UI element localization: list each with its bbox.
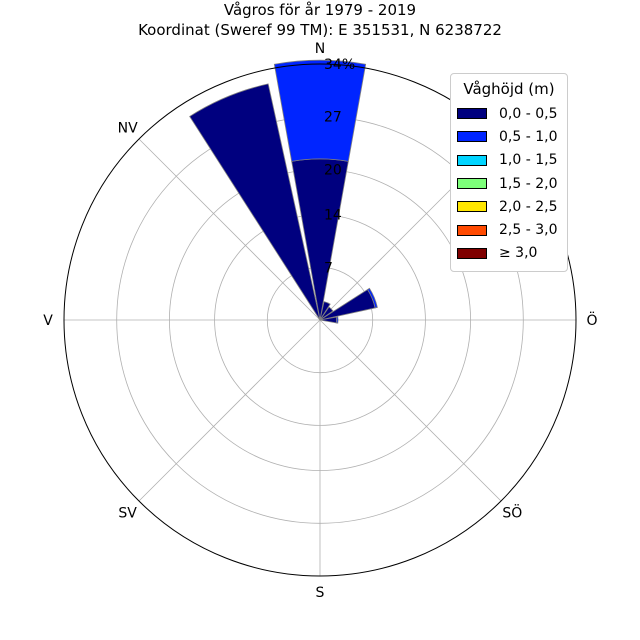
legend-swatch [457, 131, 487, 143]
legend-label: 1,5 - 2,0 [499, 175, 558, 192]
grid-spoke [138, 319, 321, 502]
direction-label: N [315, 41, 325, 57]
legend-swatch [457, 247, 487, 259]
radial-tick-label: 27 [324, 110, 342, 126]
chart-subtitle: Koordinat (Sweref 99 TM): E 351531, N 62… [138, 21, 502, 39]
direction-label: SÖ [502, 503, 522, 521]
rose-bar [189, 83, 321, 321]
radial-tick-label: 7 [324, 260, 333, 276]
legend-swatch [457, 108, 487, 120]
legend-swatch [457, 178, 487, 190]
legend-swatch [457, 224, 487, 236]
direction-label: Ö [586, 311, 597, 329]
legend-label: 2,5 - 3,0 [499, 222, 558, 239]
rose-bar [273, 59, 367, 162]
rose-bar [319, 306, 334, 321]
grid-spoke [319, 319, 502, 502]
legend-label: ≥ 3,0 [499, 245, 538, 262]
rose-bar [319, 301, 331, 321]
direction-label: SV [118, 505, 137, 521]
legend: Våghöjd (m) 0,0 - 0,5 0,5 - 1,0 1,0 - 1,5 1… [450, 73, 568, 273]
legend-title: Våghöjd (m) [463, 80, 555, 98]
legend-swatch [457, 154, 487, 166]
legend-entry: ≥ 3,0 [457, 242, 561, 265]
polar-frame [63, 63, 577, 577]
direction-label: NV [118, 121, 138, 137]
legend-entry: 2,5 - 3,0 [457, 218, 561, 241]
title-block: Vågros för år 1979 - 2019 Koordinat (Swe… [0, 0, 640, 40]
legend-entry: 0,0 - 0,5 [457, 102, 561, 125]
legend-label: 1,0 - 1,5 [499, 152, 558, 169]
legend-swatch [457, 201, 487, 213]
legend-entries: 0,0 - 0,5 0,5 - 1,0 1,0 - 1,5 1,5 - 2,0 2,0 … [457, 102, 561, 265]
legend-label: 0,5 - 1,0 [499, 128, 558, 145]
legend-entry: 1,0 - 1,5 [457, 149, 561, 172]
chart-title: Vågros för år 1979 - 2019 [223, 1, 417, 19]
radial-tick-label: 34% [324, 57, 355, 73]
grid-spoke [138, 138, 321, 321]
direction-label: S [316, 585, 325, 601]
rose-bar [367, 287, 378, 309]
legend-label: 0,0 - 0,5 [499, 105, 558, 122]
legend-entry: 0,5 - 1,0 [457, 125, 561, 148]
radial-tick-label: 14 [324, 208, 342, 224]
rose-bar [335, 316, 339, 324]
legend-entry: 1,5 - 2,0 [457, 172, 561, 195]
direction-label: V [43, 313, 53, 329]
legend-entry: 2,0 - 2,5 [457, 195, 561, 218]
radial-tick-label: 20 [324, 162, 342, 178]
legend-label: 2,0 - 2,5 [499, 198, 558, 215]
